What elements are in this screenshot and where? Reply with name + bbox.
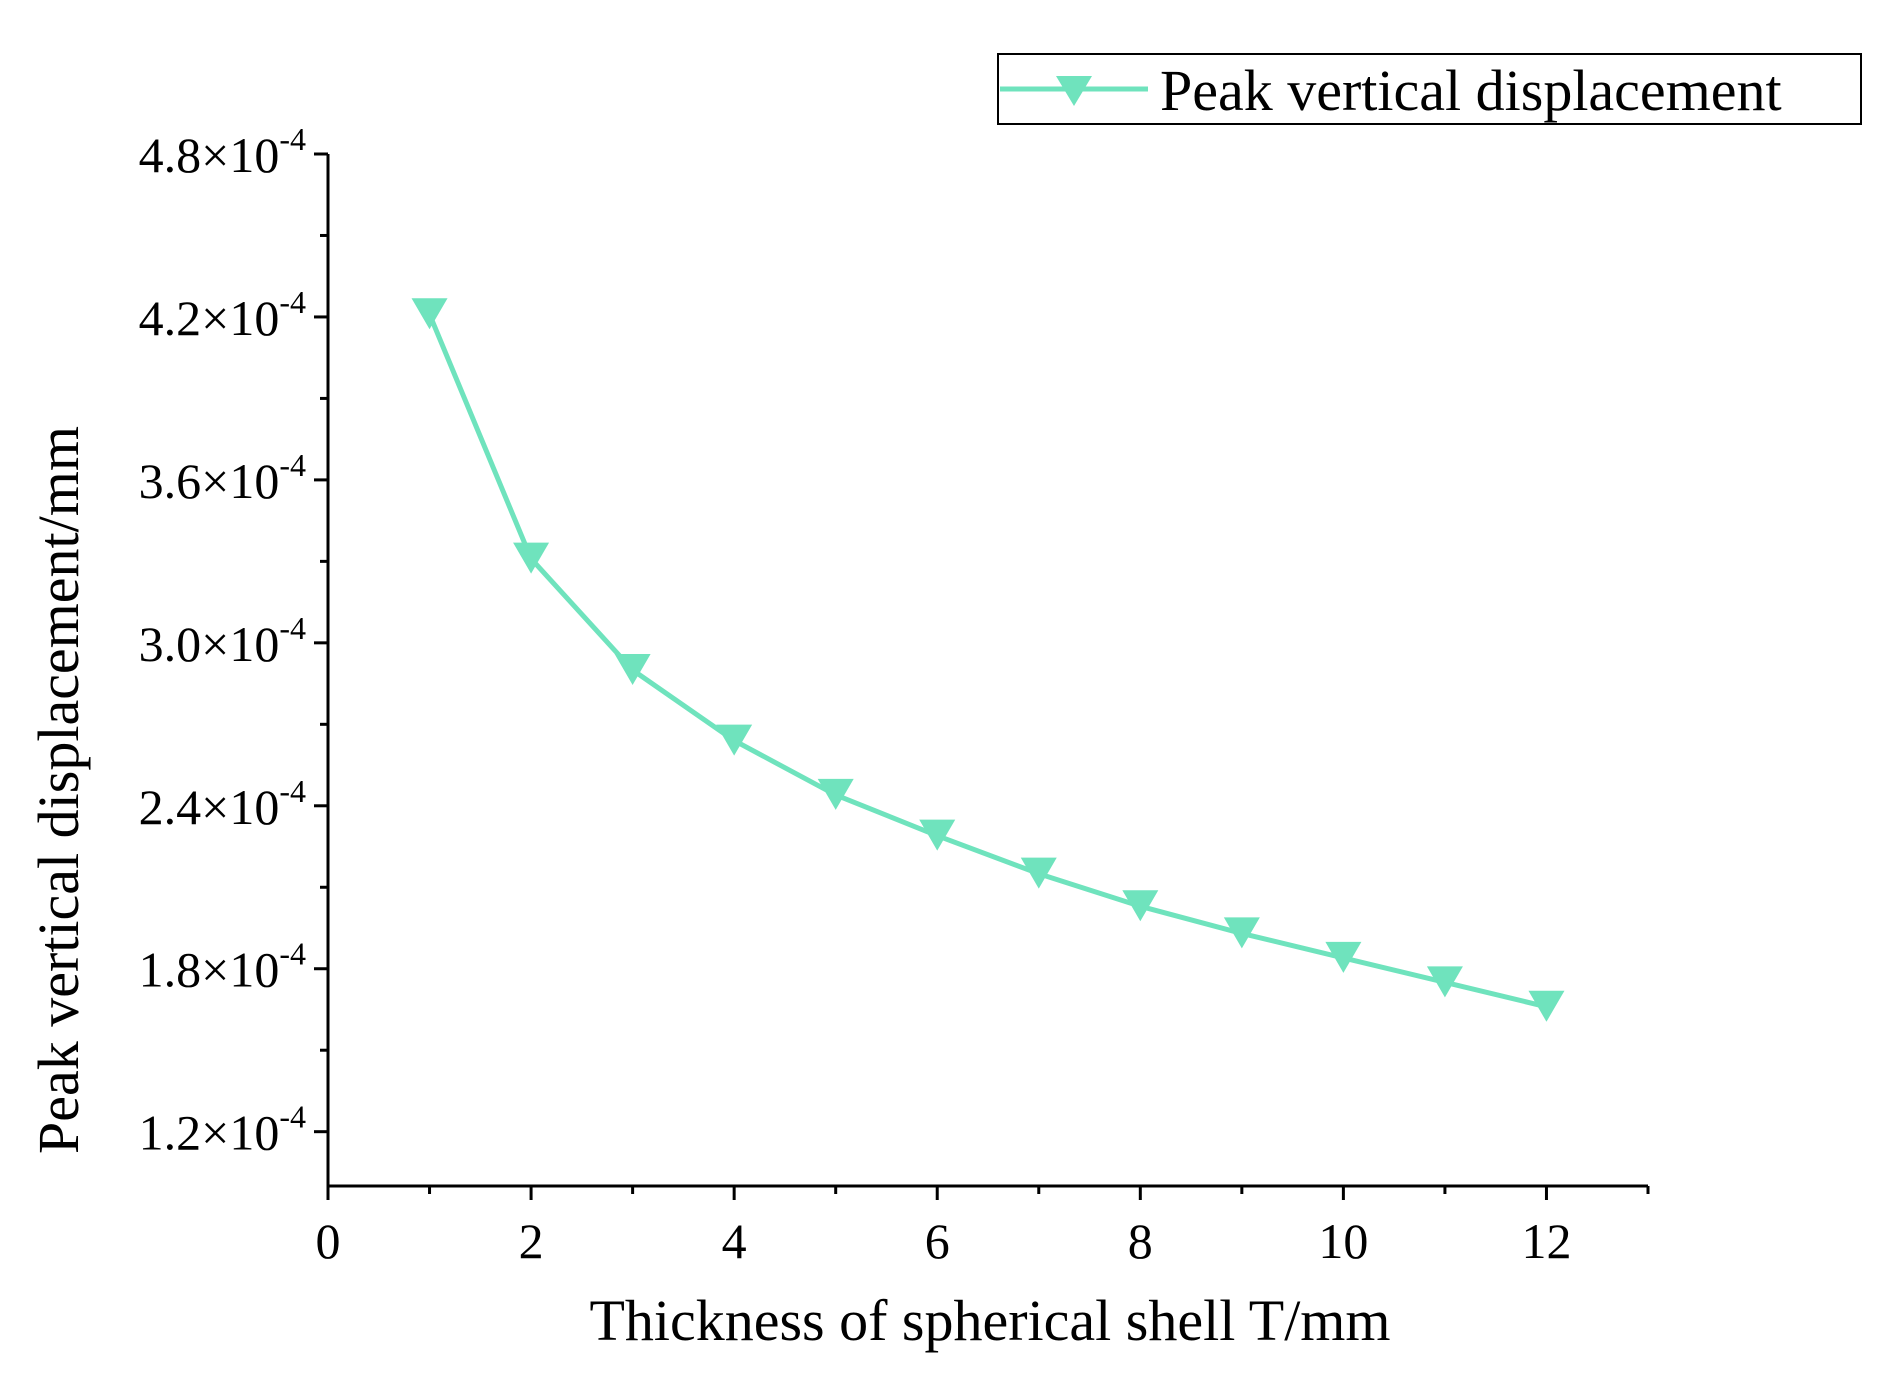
legend: Peak vertical displacement <box>997 53 1862 125</box>
series-layer <box>411 298 1565 1022</box>
legend-label: Peak vertical displacement <box>1160 58 1782 123</box>
y-tick-label: 3.6×10-4 <box>139 447 306 509</box>
y-tick-label: 2.4×10-4 <box>139 773 306 835</box>
x-tick-label: 10 <box>1318 1213 1368 1269</box>
data-point-marker <box>411 298 448 330</box>
x-tick-label: 8 <box>1128 1213 1153 1269</box>
data-point-marker <box>614 654 651 685</box>
legend-marker-icon <box>1056 76 1092 106</box>
x-tick-label: 6 <box>925 1213 950 1269</box>
data-point-marker <box>1528 990 1565 1022</box>
data-point-marker <box>1325 941 1362 973</box>
y-tick-label: 4.8×10-4 <box>139 121 306 183</box>
x-tick-label: 12 <box>1521 1213 1571 1269</box>
y-tick-label: 4.2×10-4 <box>139 284 306 346</box>
data-point-marker <box>1426 966 1463 998</box>
y-tick-label: 1.2×10-4 <box>139 1099 306 1161</box>
y-axis-title: Peak vertical displacement/mm <box>26 426 91 1154</box>
data-point-marker <box>919 819 956 851</box>
axes <box>326 154 1648 1188</box>
data-point-marker <box>513 542 550 574</box>
data-point-marker <box>1122 890 1159 922</box>
data-point-marker <box>1223 917 1260 949</box>
y-tick-label: 1.8×10-4 <box>139 936 306 998</box>
y-tick-label: 3.0×10-4 <box>139 610 306 672</box>
x-tick-label: 0 <box>316 1213 341 1269</box>
x-tick-label: 2 <box>519 1213 544 1269</box>
series-line <box>427 313 1548 1010</box>
data-point-marker <box>716 724 753 756</box>
x-axis-title: Thickness of spherical shell T/mm <box>589 1288 1390 1353</box>
axis-ticks: 0 2 4 6 8 10 12 1.2×10-4 1.8×10-4 2.4×10-4 3.0×10-… <box>139 121 1650 1269</box>
data-point-marker <box>1020 857 1057 889</box>
x-tick-label: 4 <box>722 1213 747 1269</box>
data-point-marker <box>817 778 854 810</box>
